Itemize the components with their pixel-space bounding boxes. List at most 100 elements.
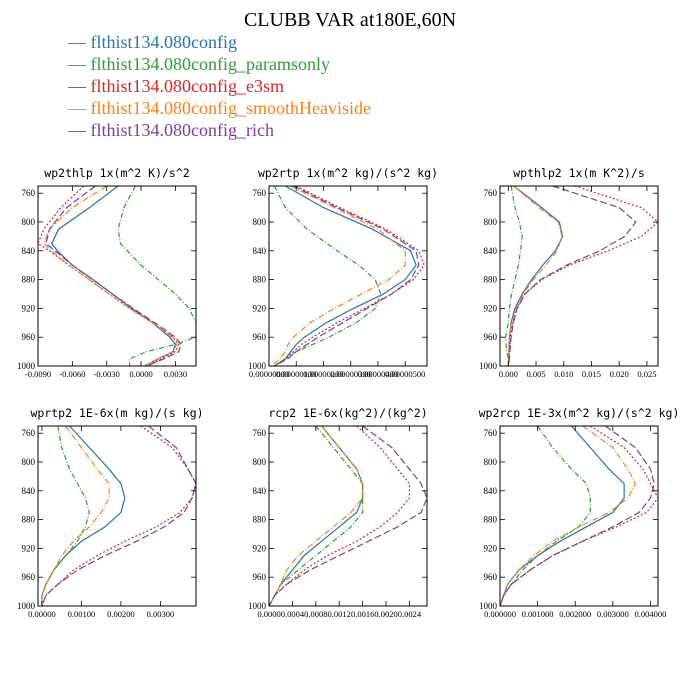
x-tick-label: 0.0008 xyxy=(304,609,327,619)
legend-label: flthist134.080config_e3sm xyxy=(91,76,284,96)
x-tick-label: 0.0024 xyxy=(398,609,422,619)
y-tick-label: 800 xyxy=(253,217,267,227)
panel-title: wp2thlp 1x(m^2 K)/s^2 xyxy=(44,166,189,180)
y-tick-label: 960 xyxy=(484,572,498,582)
series-line xyxy=(269,426,411,606)
plot-frame xyxy=(37,185,197,367)
series-line xyxy=(41,426,126,606)
y-tick-label: 760 xyxy=(484,428,498,438)
series-line xyxy=(43,186,178,366)
y-tick-label: 760 xyxy=(484,188,498,198)
series-line xyxy=(273,186,382,366)
chart-panel: wp2rtp 1x(m^2 kg)/(s^2 kg) 760 800 840 880 92… xyxy=(248,166,438,379)
x-tick-label: 0.0004 xyxy=(281,609,305,619)
legend-label: flthist134.080config_smoothHeaviside xyxy=(91,98,371,118)
series-line xyxy=(271,186,406,366)
y-tick-label: 760 xyxy=(253,428,267,438)
y-tick-label: 920 xyxy=(484,543,498,553)
y-tick-label: 800 xyxy=(253,457,267,467)
y-tick-label: 840 xyxy=(22,246,36,256)
legend-item: — flthist134.080config xyxy=(67,32,237,52)
x-tick-label: 0.00300 xyxy=(147,609,175,619)
panel-title: wpthlp2 1x(m K^2)/s xyxy=(513,166,645,180)
series-line xyxy=(500,426,591,606)
x-tick-label: 0.015 xyxy=(582,369,601,379)
x-tick-label: 0.020 xyxy=(610,369,629,379)
y-tick-label: 1000 xyxy=(479,601,498,611)
chart-panel: wp2rcp 1E-3x(m^2 kg)/(s^2 kg) 760 800 840 88… xyxy=(479,406,680,619)
series-line xyxy=(117,186,196,366)
legend-item: — flthist134.080config_paramsonly xyxy=(67,54,330,74)
figure-title: CLUBB VAR at180E,60N xyxy=(244,9,456,31)
y-tick-label: 960 xyxy=(22,332,36,342)
y-tick-label: 920 xyxy=(484,303,498,313)
y-tick-label: 920 xyxy=(22,543,36,553)
y-tick-label: 800 xyxy=(484,217,498,227)
x-tick-label: 0.00000000 xyxy=(249,369,289,379)
y-tick-label: 760 xyxy=(22,428,36,438)
x-tick-label: 0.00000 xyxy=(28,609,56,619)
chart-panel: wprtp2 1E-6x(m kg)/(s kg) 760 800 840 880 920… xyxy=(17,406,204,619)
y-tick-label: 840 xyxy=(253,246,267,256)
chart-panel: wpthlp2 1x(m K^2)/s 760 800 840 880 920 960 100… xyxy=(479,166,659,379)
x-tick-label: -0.0090 xyxy=(25,369,51,379)
plot-frame xyxy=(37,425,197,607)
x-tick-label: 0.005 xyxy=(526,369,545,379)
series-line xyxy=(274,186,420,366)
plot-frame xyxy=(268,425,428,607)
y-tick-label: 760 xyxy=(22,188,36,198)
series-line xyxy=(41,426,110,606)
chart-panel: rcp2 1E-6x(kg^2)/(kg^2)760 800 840 880 920 96… xyxy=(248,406,428,619)
legend-marker: — xyxy=(67,98,91,118)
panel-title: wprtp2 1E-6x(m kg)/(s kg) xyxy=(30,406,203,420)
legend-label: flthist134.080config_paramsonly xyxy=(91,54,330,74)
x-tick-label: 0.0020 xyxy=(374,609,397,619)
plot-frame xyxy=(499,185,659,367)
x-tick-label: 0.0030 xyxy=(164,369,187,379)
legend-marker: — xyxy=(67,120,91,140)
x-tick-label: 0.025 xyxy=(637,369,656,379)
y-tick-label: 920 xyxy=(22,303,36,313)
legend-item: — flthist134.080config_rich xyxy=(67,120,274,140)
panels: wp2thlp 1x(m^2 K)/s^2 760 800 840 880 920 960 1… xyxy=(17,166,679,619)
legend-item: — flthist134.080config_e3sm xyxy=(67,76,284,96)
series-line xyxy=(45,186,182,366)
y-tick-label: 920 xyxy=(253,303,267,313)
panel-title: wp2rcp 1E-3x(m^2 kg)/(s^2 kg) xyxy=(479,406,680,420)
x-tick-label: 0.00000500 xyxy=(385,369,425,379)
x-tick-label: 0.000000 xyxy=(484,609,516,619)
x-tick-label: 0.00000300 xyxy=(331,369,371,379)
series-line xyxy=(507,186,563,366)
y-tick-label: 1000 xyxy=(248,601,267,611)
x-tick-label: 0.0016 xyxy=(351,609,374,619)
y-tick-label: 960 xyxy=(253,332,267,342)
legend-label: flthist134.080config_rich xyxy=(91,120,274,140)
y-tick-label: 960 xyxy=(484,332,498,342)
y-tick-label: 880 xyxy=(22,275,36,285)
series-line xyxy=(507,186,658,366)
x-tick-label: 0.0012 xyxy=(328,609,351,619)
x-tick-label: 0.00000100 xyxy=(276,369,316,379)
x-tick-label: -0.0030 xyxy=(94,369,120,379)
y-tick-label: 880 xyxy=(253,275,267,285)
x-tick-label: 0.004000 xyxy=(635,609,667,619)
y-tick-label: 960 xyxy=(22,572,36,582)
y-tick-label: 760 xyxy=(253,188,267,198)
y-tick-label: 800 xyxy=(22,217,36,227)
x-tick-label: 0.0000 xyxy=(257,609,280,619)
legend-marker: — xyxy=(67,32,91,52)
panel-title: wp2rtp 1x(m^2 kg)/(s^2 kg) xyxy=(258,166,438,180)
chart-panel: wp2thlp 1x(m^2 K)/s^2 760 800 840 880 920 960 1… xyxy=(17,166,197,379)
y-tick-label: 880 xyxy=(484,515,498,525)
series-line xyxy=(38,186,180,366)
y-tick-label: 800 xyxy=(484,457,498,467)
series-line xyxy=(51,186,177,366)
x-tick-label: 0.00000200 xyxy=(303,369,343,379)
y-tick-label: 1000 xyxy=(479,361,498,371)
y-tick-label: 840 xyxy=(22,486,36,496)
plot-frame xyxy=(268,185,428,367)
series-line xyxy=(269,426,364,606)
y-tick-label: 840 xyxy=(253,486,267,496)
legend-item: — flthist134.080config_smoothHeaviside xyxy=(67,98,371,118)
series-line xyxy=(274,186,417,366)
